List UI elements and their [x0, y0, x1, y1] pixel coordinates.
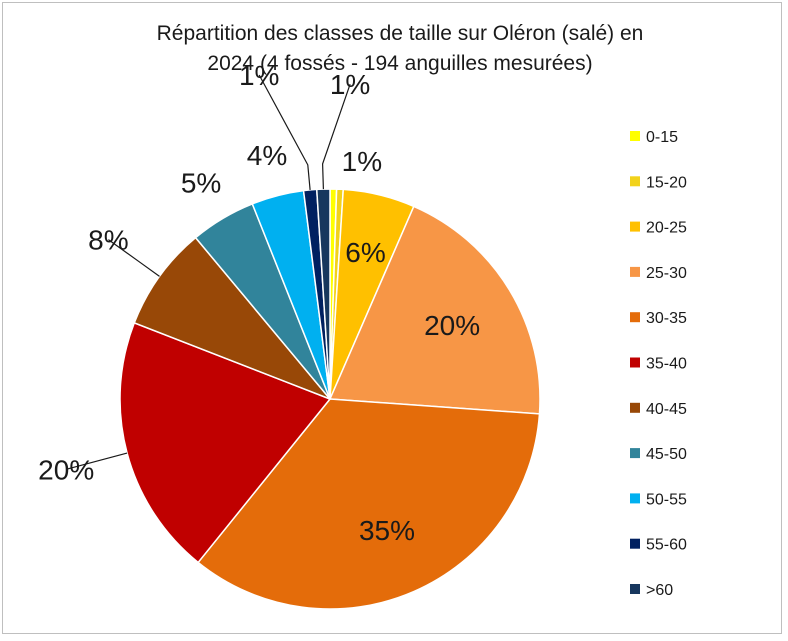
- legend-swatch-35-40: [630, 357, 640, 368]
- leader-line-55-60: [258, 74, 311, 190]
- legend-label-45-50: 45-50: [646, 446, 687, 463]
- legend-swatch-55-60: [630, 538, 640, 549]
- legend-swatch-60: [630, 584, 640, 594]
- pie-slices: [119, 188, 541, 610]
- data-label-45-50: 5%: [181, 167, 221, 198]
- legend-swatch-20-25: [630, 221, 640, 232]
- data-label-25-30: 20%: [424, 310, 480, 341]
- pie-slice-60: [315, 188, 331, 400]
- leader-line-60: [321, 84, 351, 190]
- pie-slice-30-35: [197, 398, 541, 610]
- legend: 0-15 15-20 20-25 25-30 30-35 35-40 40-45 45-50 5…: [630, 129, 687, 599]
- legend-label-55-60: 55-60: [646, 537, 687, 554]
- legend-swatch-30-35: [630, 312, 640, 323]
- data-label-30-35: 35%: [359, 515, 415, 546]
- legend-swatch-0-15: [630, 131, 640, 141]
- legend-label-35-40: 35-40: [646, 356, 687, 373]
- legend-label-20-25: 20-25: [646, 220, 687, 237]
- leader-lines: [66, 74, 351, 470]
- legend-swatch-50-55: [630, 493, 640, 504]
- legend-label-50-55: 50-55: [646, 491, 687, 508]
- legend-swatch-25-30: [630, 266, 640, 277]
- data-label-15-20: 1%: [342, 146, 382, 177]
- data-label-35-40: 20%: [38, 454, 94, 485]
- legend-swatch-15-20: [630, 176, 640, 187]
- chart-title-line-1: Répartition des classes de taille sur Ol…: [157, 22, 644, 45]
- legend-swatch-40-45: [630, 402, 640, 413]
- leader-line-40-45: [108, 239, 160, 277]
- data-label-55-60: 1%: [239, 60, 279, 91]
- legend-label-15-20: 15-20: [646, 174, 687, 191]
- legend-label-60: >60: [646, 582, 673, 599]
- legend-label-40-45: 40-45: [646, 401, 687, 418]
- data-label-40-45: 8%: [88, 225, 128, 256]
- legend-label-25-30: 25-30: [646, 265, 687, 282]
- legend-swatch-45-50: [630, 448, 640, 459]
- data-label-50-55: 4%: [247, 140, 287, 171]
- leader-line-35-40: [66, 452, 128, 470]
- chart-title-line-2: 2024 (4 fossés - 194 anguilles mesurées): [207, 52, 592, 75]
- data-label-20-25: 6%: [345, 237, 385, 268]
- legend-label-0-15: 0-15: [646, 129, 678, 146]
- data-label-60: 1%: [330, 69, 370, 100]
- pie-slice-40-45: [133, 236, 331, 400]
- legend-label-30-35: 30-35: [646, 310, 687, 327]
- pie-slice-25-30: [328, 205, 541, 415]
- data-labels: 1% 6% 20% 35% 20% 8% 5% 4% 1% 1%: [38, 60, 480, 546]
